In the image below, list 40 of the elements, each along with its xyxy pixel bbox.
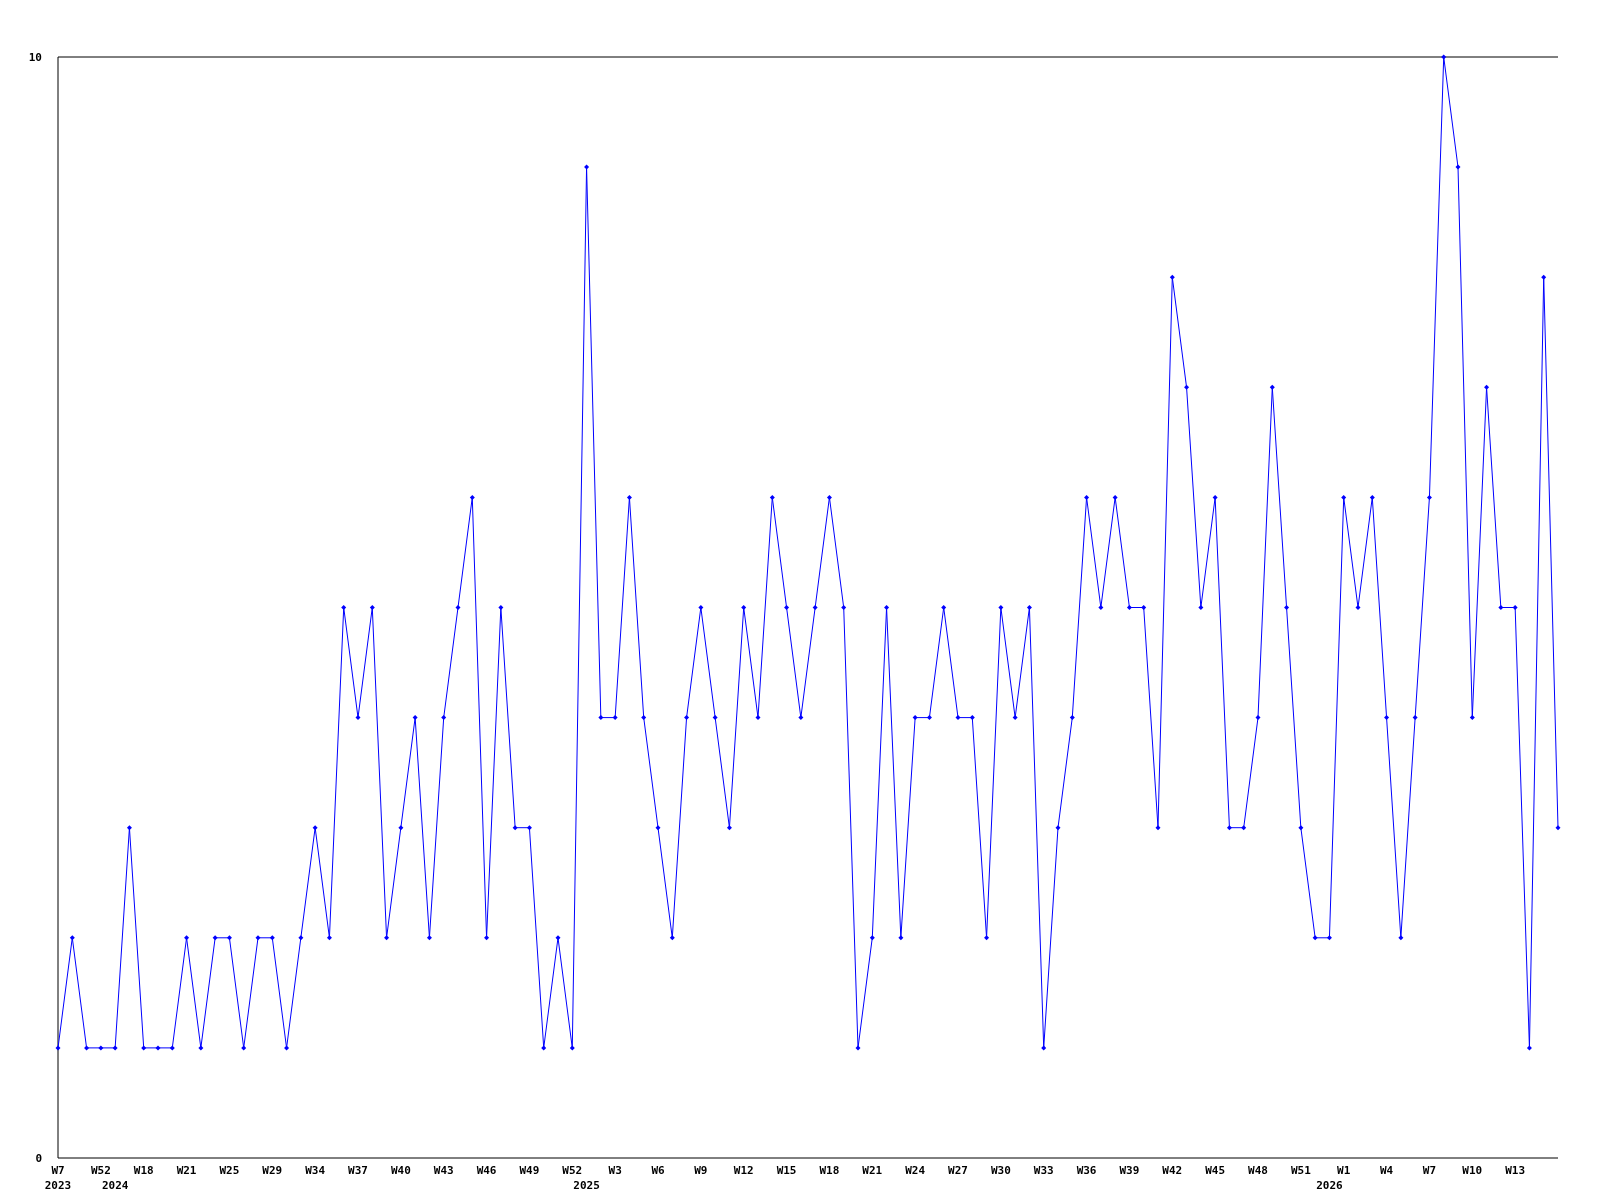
x-tick-label: W27 xyxy=(948,1164,968,1177)
x-tick-label: 2024 xyxy=(101,1179,129,1192)
x-tick-label: W18 xyxy=(133,1164,154,1177)
x-tick-label: W10 xyxy=(1462,1164,1483,1177)
y-tick-label: 0 xyxy=(35,1151,42,1165)
x-tick-label: W21 xyxy=(176,1164,197,1177)
x-tick-label: W46 xyxy=(476,1164,497,1177)
x-tick-label: W7 2023 xyxy=(44,1164,72,1192)
x-tick-label: W15 xyxy=(776,1164,797,1177)
x-tick-label: W39 xyxy=(1119,1164,1140,1177)
x-tick-label: W51 xyxy=(1290,1164,1312,1177)
x-tick-label: 2025 xyxy=(573,1179,600,1192)
x-tick-label: W40 xyxy=(390,1164,411,1177)
x-tick-label: W4 xyxy=(1379,1164,1394,1177)
x-tick-label: W48 xyxy=(1248,1164,1268,1177)
x-tick-label: W9 xyxy=(694,1164,708,1177)
x-tick-label: W24 xyxy=(905,1164,926,1177)
x-tick-label: W45 xyxy=(1205,1164,1226,1177)
x-tick-label: W49 xyxy=(519,1164,540,1177)
x-tick-label: W6 xyxy=(651,1164,665,1177)
x-tick-label: 2026 xyxy=(1316,1179,1344,1192)
y-tick-label: 10 xyxy=(28,50,42,64)
x-tick-label: W30 xyxy=(990,1164,1011,1177)
x-tick-label: W7 xyxy=(1422,1164,1437,1177)
x-tick-label: W21 xyxy=(862,1164,883,1177)
x-tick-label: W25 xyxy=(219,1164,240,1177)
x-tick-label: W18 xyxy=(819,1164,840,1177)
x-tick-label: W13 xyxy=(1505,1164,1526,1177)
x-tick-label: W52 xyxy=(562,1164,583,1177)
x-tick-label: W43 xyxy=(433,1164,454,1177)
x-tick-label: W34 xyxy=(305,1164,326,1177)
x-tick-label: W36 xyxy=(1076,1164,1097,1177)
x-tick-label: W3 xyxy=(608,1164,622,1177)
x-tick-label: W29 xyxy=(262,1164,283,1177)
x-tick-label: W52 xyxy=(90,1164,111,1177)
x-tick-label: W12 xyxy=(733,1164,754,1177)
x-tick-label: W33 xyxy=(1033,1164,1054,1177)
x-tick-label: W37 xyxy=(348,1164,368,1177)
x-tick-label: W42 xyxy=(1162,1164,1183,1177)
x-tick-label: W1 xyxy=(1337,1164,1351,1177)
